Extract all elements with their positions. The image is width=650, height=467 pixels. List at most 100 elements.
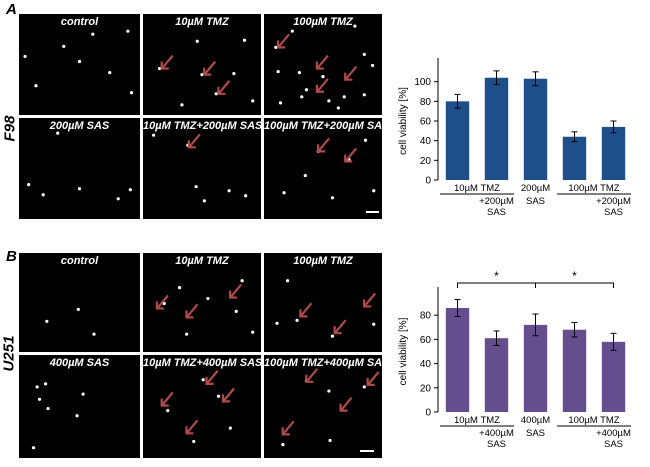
error-bar [454, 298, 461, 317]
sub-label: SAS [487, 207, 506, 218]
significance-star: * [494, 269, 499, 283]
arrow-icon [160, 54, 174, 70]
cell-dot [185, 332, 189, 336]
micrograph-a-100um-tmz-200um-sas: 100µM TMZ+200µM SAS [264, 118, 382, 219]
sub-label: +200µM [596, 196, 631, 207]
cell-dot [75, 414, 79, 418]
bar [445, 101, 470, 180]
cell-dot [363, 138, 368, 142]
cell-dot [330, 334, 335, 338]
cell-dot [34, 84, 38, 88]
cell-dot [195, 39, 199, 43]
arrow-icon [366, 371, 380, 386]
error-bar [532, 71, 539, 87]
cell-dot [192, 439, 196, 444]
group-label: 10µM TMZ [454, 415, 500, 426]
cell-dot [108, 70, 112, 75]
cell-dot [162, 301, 166, 306]
y-tick-label: 80 [420, 311, 432, 322]
micrograph-b-10um-tmz: 10µM TMZ [143, 253, 261, 352]
cell-dot [282, 191, 286, 195]
y-tick-label: 20 [420, 383, 432, 394]
bar [523, 324, 548, 412]
arrow-icon [229, 283, 242, 299]
arrow-icon [187, 133, 201, 149]
y-tick-label: 40 [420, 359, 432, 370]
cell-dot [77, 59, 82, 64]
arrow-icon [281, 420, 295, 436]
micrograph-label: control [60, 255, 99, 267]
cell-dot [336, 106, 340, 110]
sub-label: SAS [604, 207, 623, 218]
arrow-icon [155, 294, 169, 310]
cell-dot [77, 187, 82, 191]
cell-dot [152, 133, 156, 137]
sub-label: +400µM [596, 428, 631, 439]
arrow-icon [185, 303, 199, 319]
cell-dot [201, 378, 205, 382]
cell-dot [362, 93, 366, 97]
y-tick-label: 40 [420, 136, 432, 147]
arrow-icon [221, 387, 235, 403]
cell-dot [242, 38, 247, 42]
group-label: 400µM [521, 415, 550, 426]
micrograph-label: 10µM TMZ [175, 16, 229, 28]
cell-dot [276, 69, 280, 74]
y-tick-label: 0 [425, 408, 431, 419]
significance-bracket [457, 282, 536, 288]
group-label: 10µM TMZ [454, 183, 500, 194]
cell-dot [37, 397, 42, 401]
micrograph-a-10um-tmz: 10µM TMZ [143, 14, 261, 115]
cell-dot [202, 199, 206, 203]
arrow-icon [299, 302, 313, 318]
cell-dot [244, 194, 248, 198]
micrograph-label: 10µM TMZ+200µM SAS [143, 120, 261, 132]
cell-dot [275, 321, 279, 325]
micrograph-label: 100µM TMZ+400µM SAS [264, 357, 382, 369]
cell-dot [304, 88, 309, 92]
micrograph-b-control: control [19, 253, 140, 352]
cell-dot [362, 385, 366, 389]
bar [562, 329, 587, 412]
cell-dot [370, 63, 375, 68]
panel-letter-a: A [6, 1, 17, 18]
y-axis-label: cell viability [%] [398, 87, 409, 155]
bar [445, 307, 470, 412]
cell-dot [46, 406, 50, 411]
significance-star: * [572, 269, 577, 283]
cell-dot [228, 426, 232, 430]
micrograph-a-control: control [19, 14, 140, 115]
cell-dot [44, 382, 48, 386]
y-tick-label: 80 [420, 97, 432, 108]
arrow-icon [315, 54, 329, 70]
arrow-icon [217, 80, 231, 95]
arrow-icon [185, 419, 199, 435]
error-bar [610, 332, 617, 351]
micrograph-label: 400µM SAS [49, 357, 110, 369]
cell-dot [35, 385, 39, 389]
arrow-icon [363, 292, 376, 308]
scale-bar [360, 450, 374, 452]
group-label: 100µM TMZ [568, 183, 619, 194]
panel-letter-b: B [6, 248, 17, 265]
y-tick-label: 0 [425, 176, 431, 187]
arrow-icon [160, 391, 174, 407]
cell-dot [31, 446, 36, 450]
error-bar [610, 120, 617, 134]
cell-dot [23, 54, 27, 59]
micrograph-label: 100µM TMZ [293, 16, 353, 28]
micrograph-b-100um-tmz-400um-sas: 100µM TMZ+400µM SAS [264, 355, 382, 458]
y-tick-label: 60 [420, 335, 432, 346]
arrow-icon [305, 368, 319, 383]
arrow-icon [203, 60, 217, 76]
cell-dot [327, 99, 331, 103]
cell-dot [81, 392, 85, 396]
arrow-icon [344, 147, 358, 163]
bar [601, 341, 626, 412]
cell-dot [166, 409, 170, 413]
cell-dot [321, 75, 325, 79]
cell-dot [227, 189, 231, 193]
row-label-f98: F98 [1, 115, 19, 142]
arrow-icon [205, 370, 219, 385]
cell-dot [372, 189, 376, 193]
